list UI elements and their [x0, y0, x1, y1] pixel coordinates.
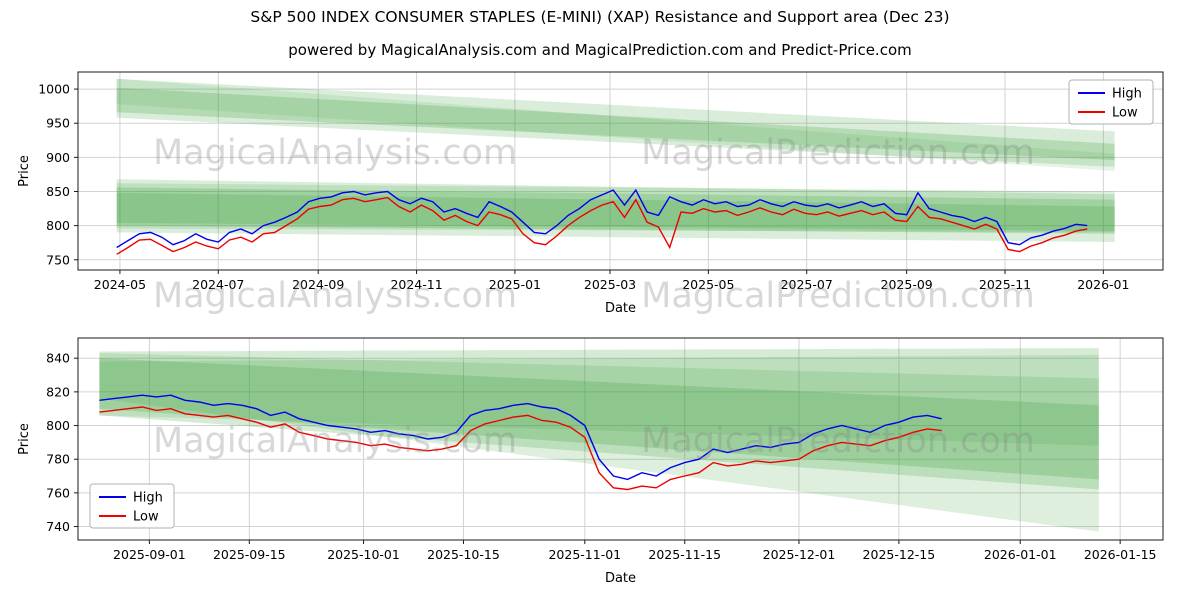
band-wedge — [116, 87, 1115, 161]
x-tick-label: 2026-01-01 — [984, 547, 1057, 562]
band-wedge — [116, 78, 1115, 167]
x-tick-label: 2025-05 — [682, 277, 734, 292]
axes-frame — [77, 337, 1164, 541]
y-tick-label: 950 — [46, 116, 70, 131]
y-tick-label: 760 — [46, 485, 70, 500]
y-tick-label: 820 — [46, 384, 70, 399]
x-tick-label: 2024-09 — [292, 277, 344, 292]
x-tick-label: 2025-11 — [979, 277, 1031, 292]
y-tick-label: 1000 — [38, 82, 70, 97]
y-axis-label: Price — [17, 155, 32, 187]
y-tick-label: 850 — [46, 184, 70, 199]
x-tick-label: 2025-12-01 — [763, 547, 836, 562]
band-wedge — [116, 187, 1115, 234]
y-tick-label: 900 — [46, 150, 70, 165]
legend-label-high: High — [133, 491, 163, 506]
y-tick-label: 780 — [46, 452, 70, 467]
x-tick-label: 2024-07 — [192, 277, 244, 292]
x-tick-label: 2025-12-15 — [863, 547, 936, 562]
x-tick-label: 2026-01 — [1077, 277, 1129, 292]
legend: High Low — [1068, 79, 1154, 125]
x-tick-label: 2024-05 — [94, 277, 146, 292]
band-wedge — [116, 183, 1115, 233]
y-tick-label: 750 — [46, 252, 70, 267]
chart-title: S&P 500 INDEX CONSUMER STAPLES (E-MINI) … — [250, 8, 950, 26]
band-wedge — [99, 358, 1099, 480]
x-tick-label: 2025-03 — [584, 277, 636, 292]
band-wedge — [99, 354, 1099, 446]
x-tick-label: 2025-09 — [881, 277, 933, 292]
y-tick-label: 800 — [46, 218, 70, 233]
support-resistance-bands — [116, 78, 1115, 242]
x-tick-label: 2024-11 — [390, 277, 442, 292]
x-tick-label: 2026-01-15 — [1084, 547, 1157, 562]
x-tick-label: 2025-01 — [489, 277, 541, 292]
band-wedge — [116, 78, 1115, 171]
axis-ticks: 2024-05 2024-07 2024-09 2024-11 2025-01 2025-… — [38, 82, 1129, 292]
chart-subtitle: powered by MagicalAnalysis.com and Magic… — [288, 41, 912, 59]
band-wedge — [116, 192, 1115, 232]
support-resistance-bands — [99, 348, 1099, 532]
x-axis-label: Date — [605, 571, 636, 586]
high-line — [116, 188, 1088, 249]
low-line — [99, 406, 942, 491]
high-line — [99, 394, 942, 481]
y-tick-label: 800 — [46, 418, 70, 433]
price-recent-chart: 2025-09-01 2025-09-15 2025-10-01 2025-10-15… — [17, 337, 1164, 586]
legend: High Low — [89, 483, 175, 529]
y-tick-label: 740 — [46, 519, 70, 534]
x-tick-label: 2025-09-15 — [213, 547, 286, 562]
legend-label-low: Low — [133, 510, 159, 525]
y-axis-label: Price — [17, 423, 32, 455]
band-wedge — [99, 348, 1099, 490]
price-history-chart: 2024-05 2024-07 2024-09 2024-11 2025-01 2025-… — [17, 71, 1164, 316]
band-wedge — [99, 353, 1099, 532]
x-tick-label: 2025-11-01 — [548, 547, 621, 562]
x-tick-label: 2025-09-01 — [113, 547, 186, 562]
legend-label-high: High — [1112, 87, 1142, 102]
x-axis-label: Date — [605, 301, 636, 316]
y-tick-label: 840 — [46, 351, 70, 366]
low-line — [116, 196, 1088, 255]
grid — [78, 338, 1163, 540]
legend-label-low: Low — [1112, 106, 1138, 121]
x-tick-label: 2025-07 — [781, 277, 833, 292]
x-tick-label: 2025-11-15 — [648, 547, 721, 562]
x-tick-label: 2025-10-15 — [427, 547, 500, 562]
x-tick-label: 2025-10-01 — [327, 547, 400, 562]
axes-frame — [77, 71, 1164, 271]
axis-ticks: 2025-09-01 2025-09-15 2025-10-01 2025-10-15… — [46, 351, 1156, 562]
